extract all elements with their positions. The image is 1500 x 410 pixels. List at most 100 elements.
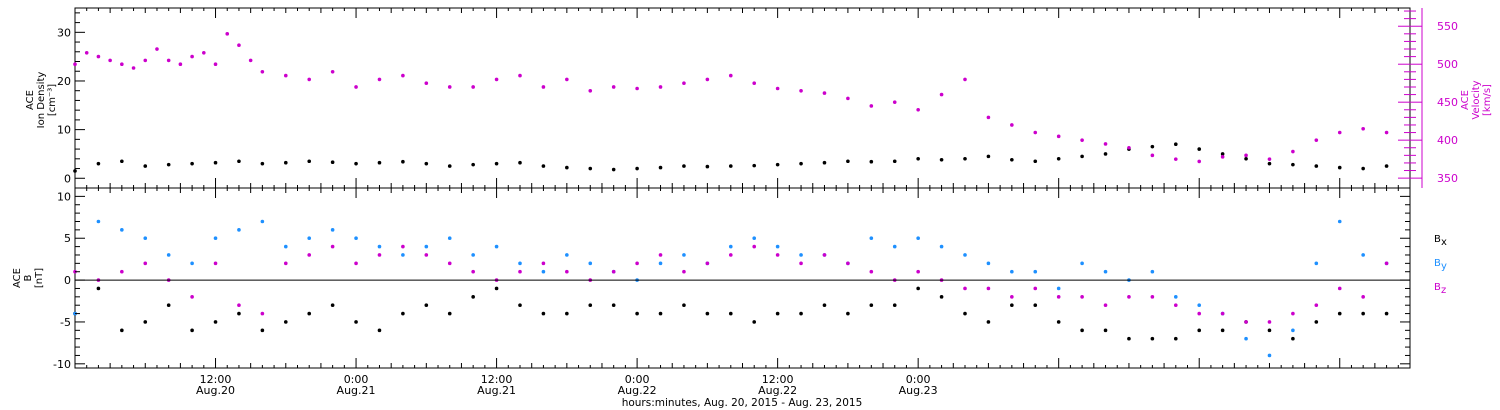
bottom-y-axis-title: [nT] [34, 268, 45, 288]
data-point [565, 165, 569, 170]
data-point [307, 311, 312, 316]
data-point [682, 81, 686, 85]
data-point [1314, 303, 1319, 308]
data-point [1337, 219, 1342, 224]
data-point [1127, 336, 1131, 341]
data-point [1220, 152, 1225, 156]
data-point [799, 311, 803, 316]
data-point [775, 86, 780, 91]
data-point [1033, 303, 1038, 308]
legend-entry: B [1434, 234, 1441, 245]
data-point [1291, 311, 1295, 316]
data-point [447, 261, 452, 266]
legend-entry-subscript: x [1441, 237, 1447, 248]
data-point [96, 219, 101, 224]
data-point [120, 228, 124, 232]
data-point [494, 286, 499, 291]
data-point [916, 107, 920, 112]
bottom-y-tick-label: -10 [53, 358, 71, 371]
x-tick-date: Aug.22 [618, 384, 657, 397]
data-point [283, 320, 288, 324]
data-point [1267, 353, 1272, 358]
data-point [752, 244, 757, 249]
data-point [447, 85, 452, 89]
data-point [401, 244, 405, 249]
data-point [869, 303, 874, 308]
data-point [1361, 311, 1365, 316]
data-point [1314, 261, 1319, 266]
data-point [120, 62, 124, 67]
data-point [799, 261, 803, 266]
left-y-tick-label: 10 [57, 124, 71, 137]
data-point [190, 261, 194, 266]
data-point [1173, 303, 1178, 308]
data-point [447, 236, 452, 241]
data-point [1033, 159, 1038, 164]
data-point [728, 253, 733, 257]
data-point [963, 311, 967, 316]
data-point [108, 58, 112, 63]
x-tick-label: 12:00 [200, 373, 232, 386]
data-point [658, 253, 663, 257]
data-point [541, 311, 546, 316]
data-point [799, 88, 803, 93]
data-point [986, 261, 991, 266]
left-y-axis-title: Ion Density [36, 72, 47, 129]
left-y-tick-label: 20 [57, 75, 71, 88]
data-point [799, 253, 803, 257]
data-point [1291, 328, 1295, 333]
data-point [822, 303, 827, 308]
data-point [1056, 295, 1061, 299]
data-point [283, 160, 288, 165]
data-point [682, 164, 686, 168]
data-point [1337, 130, 1342, 135]
data-point [892, 100, 897, 104]
data-point [939, 244, 944, 249]
data-point [1197, 311, 1202, 316]
data-point [541, 164, 546, 168]
data-point [1384, 261, 1389, 266]
data-point [728, 73, 733, 78]
data-point [213, 160, 218, 165]
data-point [752, 81, 757, 85]
data-point [846, 311, 850, 316]
data-point [916, 286, 920, 291]
data-point [565, 253, 569, 257]
data-point [330, 244, 335, 249]
bottom-y-tick-label: 0 [64, 274, 71, 287]
data-point [330, 228, 335, 232]
data-point [1314, 138, 1319, 142]
data-point [73, 169, 77, 173]
data-point [658, 311, 663, 316]
data-point [120, 269, 124, 274]
data-point [892, 159, 897, 164]
data-point [682, 253, 686, 257]
right-y-tick-label: 400 [1437, 134, 1458, 147]
data-point [1197, 328, 1202, 333]
data-point [202, 51, 206, 55]
data-point [963, 77, 967, 82]
bottom-panel-data [73, 219, 1389, 358]
data-point [283, 244, 288, 249]
data-point [1056, 320, 1061, 324]
data-point [471, 295, 475, 299]
x-tick-date: Aug.23 [899, 384, 938, 397]
data-point [869, 159, 874, 164]
data-point [986, 115, 991, 120]
data-point [307, 77, 312, 82]
data-point [143, 320, 148, 324]
data-point [705, 77, 710, 82]
data-point [354, 161, 358, 166]
x-axis-title: hours:minutes, Aug. 20, 2015 - Aug. 23, … [622, 397, 863, 409]
data-point [1150, 295, 1155, 299]
data-point [447, 311, 452, 316]
data-point [307, 236, 312, 241]
left-y-tick-label: 0 [64, 172, 71, 185]
data-point [682, 269, 686, 274]
data-point [354, 236, 358, 241]
data-point [541, 85, 546, 89]
data-point [1056, 157, 1061, 161]
data-point [799, 161, 803, 166]
data-point [120, 159, 124, 164]
data-point [635, 311, 639, 316]
